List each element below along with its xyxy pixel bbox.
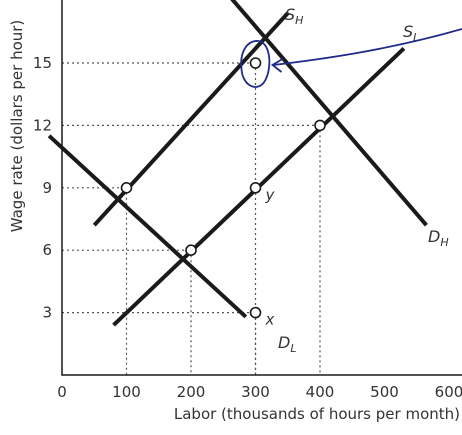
x-tick-label: 400 bbox=[306, 383, 335, 401]
point-marker-1 bbox=[185, 244, 197, 256]
guide-line-4 bbox=[62, 312, 257, 375]
x-tick-label: 600 bbox=[435, 383, 462, 401]
guide-line-0 bbox=[62, 187, 128, 375]
x-axis-label: Labor (thousands of hours per month) bbox=[174, 405, 460, 423]
hand-annotation bbox=[240, 28, 462, 88]
guide-line-3 bbox=[62, 124, 321, 375]
axis-lines bbox=[61, 0, 462, 376]
point-marker-3 bbox=[249, 57, 262, 69]
point-label-x: x bbox=[265, 311, 275, 329]
y-tick-label: 12 bbox=[33, 116, 52, 134]
x-tick-label: 0 bbox=[57, 383, 67, 401]
x-tick-label: 200 bbox=[177, 383, 206, 401]
label-d-h: DH bbox=[428, 227, 449, 249]
curve-d-h bbox=[230, 0, 428, 227]
tick-labels: 0 100 200 300 400 500 600 3 6 9 12 15 bbox=[33, 54, 462, 401]
point-marker-2 bbox=[314, 119, 326, 132]
x-tick-label: 500 bbox=[370, 383, 399, 401]
point-marker-0 bbox=[120, 182, 133, 194]
supply-demand-curves bbox=[47, 0, 428, 327]
y-tick-label: 6 bbox=[42, 241, 52, 259]
y-tick-label: 3 bbox=[42, 304, 52, 322]
dotted-guides bbox=[62, 62, 321, 375]
equilibrium-points bbox=[120, 57, 326, 319]
axes bbox=[61, 0, 462, 376]
curve-s-h bbox=[92, 11, 290, 227]
y-tick-label: 15 bbox=[33, 54, 52, 72]
x-tick-label: 300 bbox=[241, 383, 270, 401]
annotation-arrowhead bbox=[270, 58, 283, 73]
y-tick-label: 9 bbox=[42, 179, 52, 197]
label-s-h: SH bbox=[285, 5, 303, 27]
annotation-circle bbox=[240, 40, 271, 88]
point-marker-4 bbox=[249, 182, 262, 194]
curve-d-l bbox=[47, 134, 248, 319]
point-label-y: y bbox=[265, 186, 276, 204]
point-marker-5 bbox=[249, 306, 262, 319]
label-d-l: DL bbox=[278, 333, 296, 355]
annotation-arrow-line bbox=[273, 28, 462, 66]
y-axis-label: Wage rate (dollars per hour) bbox=[8, 20, 26, 233]
guide-line-1 bbox=[62, 249, 192, 375]
x-tick-label: 100 bbox=[112, 383, 141, 401]
